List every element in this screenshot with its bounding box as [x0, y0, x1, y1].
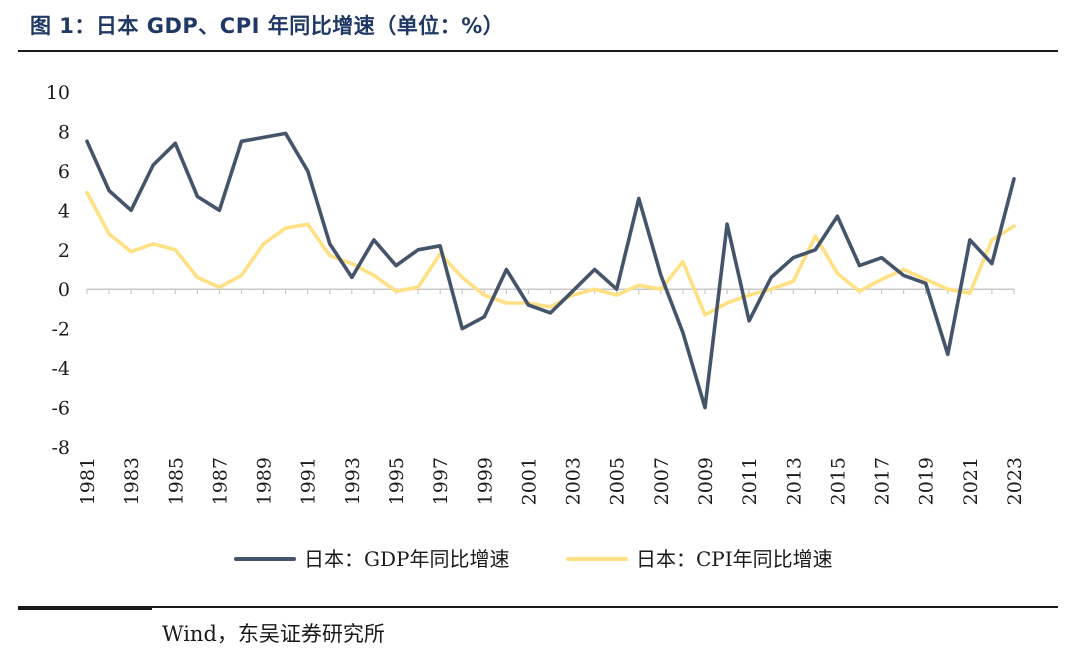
x-tick-label: 2005 [607, 457, 629, 505]
bottom-divider-accent [18, 606, 152, 610]
x-tick-label: 1999 [474, 457, 496, 505]
x-tick-label: 2003 [563, 457, 585, 505]
x-axis [86, 288, 1015, 295]
x-tick-label: 1985 [165, 457, 187, 505]
source-note: Wind，东吴证券研究所 [162, 622, 385, 646]
y-tick-label: 4 [58, 200, 70, 222]
y-tick-label: -2 [51, 319, 70, 341]
x-tick-label: 2019 [916, 457, 938, 505]
x-axis-labels: 1981 1983 1985 1987 1989 1991 1993 1995 1997 1999… [77, 457, 1026, 505]
figure-title: 图 1：日本 GDP、CPI 年同比增速（单位：%） [30, 14, 505, 38]
y-tick-label: -4 [51, 358, 70, 380]
legend-gdp-label: 日本：GDP年同比增速 [304, 547, 509, 571]
x-tick-label: 1993 [342, 457, 364, 505]
x-tick-label: 2017 [872, 457, 894, 505]
x-tick-label: 2013 [783, 457, 805, 505]
x-tick-label: 1997 [430, 457, 452, 505]
x-tick-label: 1995 [386, 457, 408, 505]
bottom-divider [18, 606, 1058, 608]
x-tick-label: 2007 [651, 457, 673, 505]
x-tick-label: 2015 [827, 457, 849, 505]
y-tick-label: 6 [58, 161, 70, 183]
y-tick-label: 0 [58, 279, 70, 301]
y-axis: -8 -6 -4 -2 0 2 4 6 8 10 [46, 82, 70, 459]
x-tick-label: 2011 [739, 457, 761, 505]
y-tick-label: 8 [58, 121, 70, 143]
x-tick-label: 1991 [298, 457, 320, 505]
series-lines [85, 131, 1016, 410]
y-tick-label: 10 [46, 82, 70, 104]
x-tick-label: 1983 [121, 457, 143, 505]
x-tick-label: 2023 [1004, 457, 1026, 505]
gdp-series-line [85, 131, 1016, 410]
x-tick-label: 2021 [960, 457, 982, 505]
x-tick-label: 2001 [518, 457, 540, 505]
y-tick-label: -6 [51, 398, 70, 420]
legend: 日本：GDP年同比增速 日本：CPI年同比增速 [234, 547, 833, 571]
y-tick-label: 2 [58, 240, 70, 262]
x-tick-label: 1989 [254, 457, 276, 505]
x-tick-label: 1981 [77, 457, 99, 505]
x-tick-label: 1987 [209, 457, 231, 505]
x-tick-label: 2009 [695, 457, 717, 505]
cpi-series-line [85, 190, 1016, 317]
y-tick-label: -8 [51, 437, 70, 459]
legend-cpi-label: 日本：CPI年同比增速 [636, 547, 833, 571]
top-divider [18, 50, 1058, 52]
line-chart: -8 -6 -4 -2 0 2 4 6 8 10 1981 1983 1985 1987 1989 1991… [46, 82, 1026, 571]
